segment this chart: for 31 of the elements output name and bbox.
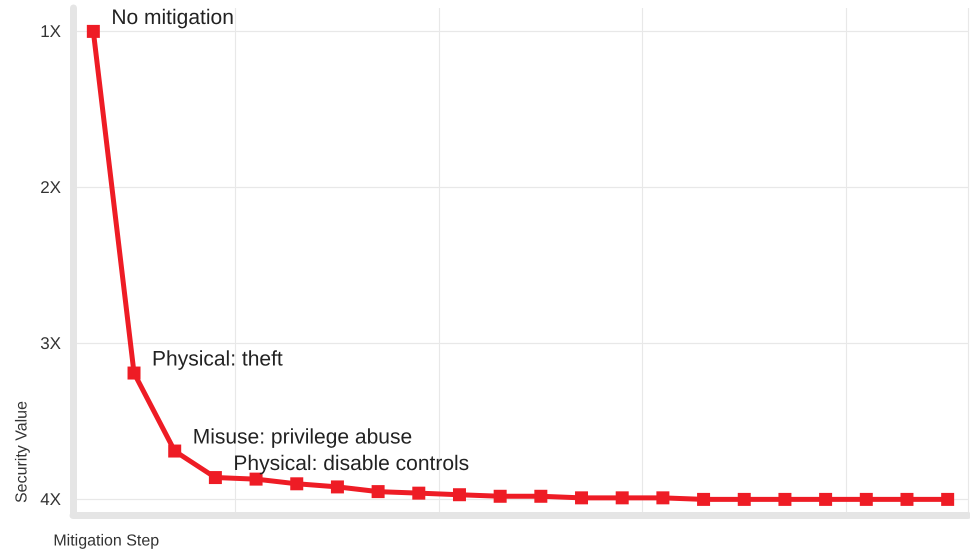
- point: [738, 492, 751, 506]
- x-axis-title: Mitigation Step: [53, 532, 160, 550]
- y-tick-label: 1X: [40, 22, 61, 41]
- point: [697, 492, 710, 506]
- point: [575, 491, 588, 504]
- y-tick-label: 3X: [40, 334, 61, 353]
- y-tick-label: 2X: [40, 178, 61, 197]
- point: [412, 486, 426, 500]
- point: [819, 492, 832, 506]
- point: [372, 485, 385, 498]
- annotation: Physical: disable controls: [233, 452, 470, 476]
- point: [208, 471, 222, 484]
- point: [86, 24, 100, 38]
- point: [616, 491, 629, 504]
- annotation: Physical: theft: [152, 348, 283, 371]
- y-axis-title: Security Value: [14, 400, 30, 503]
- point: [534, 490, 548, 503]
- point: [168, 444, 182, 458]
- point: [290, 477, 304, 490]
- point: [452, 488, 466, 502]
- point: [941, 492, 954, 506]
- y-tick-label: 4X: [40, 490, 61, 509]
- point: [900, 492, 914, 506]
- annotation: No mitigation: [111, 6, 234, 29]
- point: [656, 491, 670, 504]
- point: [778, 492, 792, 506]
- point: [128, 366, 141, 380]
- annotation: Misuse: privilege abuse: [192, 426, 412, 449]
- point: [860, 492, 873, 506]
- point: [330, 480, 344, 494]
- point: [494, 490, 507, 503]
